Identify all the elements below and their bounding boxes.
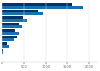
Bar — [2, 29, 15, 32]
Bar — [2, 49, 3, 51]
Bar — [2, 16, 23, 19]
Bar — [2, 3, 72, 6]
Bar — [2, 25, 22, 28]
Bar — [2, 38, 14, 41]
Bar — [2, 45, 8, 48]
Bar — [2, 51, 3, 54]
Bar — [2, 32, 19, 35]
Bar — [2, 19, 27, 22]
Bar — [2, 36, 17, 38]
Bar — [2, 10, 38, 12]
Bar — [2, 23, 19, 25]
Bar — [2, 12, 44, 15]
Bar — [2, 6, 83, 9]
Bar — [2, 42, 7, 45]
